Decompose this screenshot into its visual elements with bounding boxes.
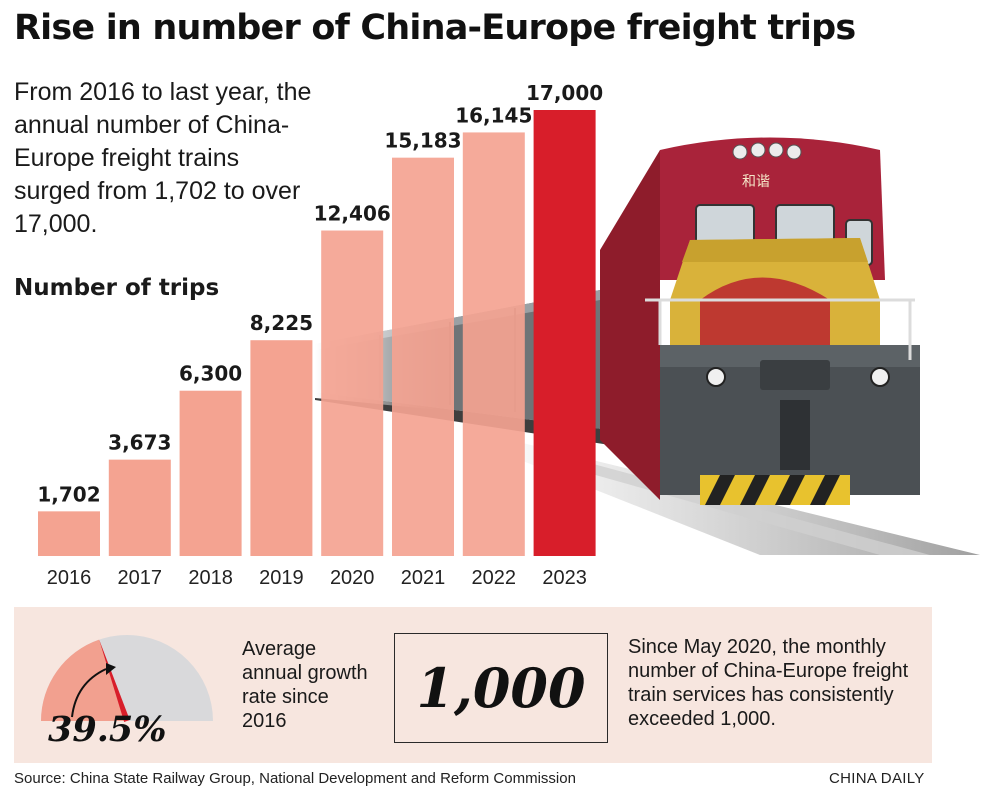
intro-text: From 2016 to last year, the annual numbe… xyxy=(14,78,312,238)
chart-axis-label: Number of trips xyxy=(14,275,220,301)
page-title: Rise in number of China-Europe freight t… xyxy=(14,8,856,48)
tick-label-2020: 2020 xyxy=(330,567,375,589)
tick-label-2021: 2021 xyxy=(401,567,446,589)
bar-2019 xyxy=(250,340,313,556)
bar-2022 xyxy=(462,132,525,556)
value-labels: 1,702 3,673 6,300 8,225 12,406 15,18316,14517… xyxy=(37,81,603,506)
tick-label-2016: 2016 xyxy=(47,567,92,589)
growth-gauge xyxy=(41,635,213,722)
tick-label-2019: 2019 xyxy=(259,567,304,589)
brand-logo: CHINA DAILY xyxy=(829,770,925,787)
value-label-2019: 8,225 xyxy=(250,311,313,335)
hazard-stripes xyxy=(700,475,850,505)
source-note: Source: China State Railway Group, Natio… xyxy=(14,770,576,787)
value-label-2017: 3,673 xyxy=(108,431,171,455)
tick-label-2018: 2018 xyxy=(188,567,233,589)
bar-2023 xyxy=(533,110,596,556)
value-label-2023: 17,000 xyxy=(526,81,603,105)
bar-2018 xyxy=(179,390,242,556)
monthly-value: 1,000 xyxy=(416,656,586,720)
value-label-2021: 15,183 xyxy=(384,129,461,153)
value-label-2016: 1,702 xyxy=(37,482,100,506)
arrow-head-icon xyxy=(106,663,116,675)
cab-emblem: 和谐 xyxy=(742,174,770,190)
bars xyxy=(38,110,596,556)
x-tick-labels: 2016 2017 2018 2019 2020 2021 2022 2023 xyxy=(47,567,587,589)
value-label-2020: 12,406 xyxy=(314,202,391,226)
tick-label-2017: 2017 xyxy=(118,567,163,589)
tick-label-2023: 2023 xyxy=(542,567,587,589)
tick-label-2022: 2022 xyxy=(472,567,517,589)
monthly-note: Since May 2020, the monthly number of Ch… xyxy=(628,636,909,730)
bar-2016 xyxy=(38,511,100,556)
growth-rate-value: 39.5% xyxy=(48,709,167,750)
bar-2021 xyxy=(392,157,454,556)
curved-arrow-icon xyxy=(71,668,107,718)
locomotive-body: 和谐 xyxy=(600,137,920,505)
stats-panel: 39.5% Average annual growth rate since 2… xyxy=(14,607,932,763)
monthly-value-box: 1,000 xyxy=(394,633,608,743)
value-label-2018: 6,300 xyxy=(179,362,242,386)
gauge-needle xyxy=(99,639,130,722)
value-label-2022: 16,145 xyxy=(455,103,532,127)
bar-2017 xyxy=(108,459,171,556)
growth-rate-label: Average annual growth rate since 2016 xyxy=(242,638,368,732)
bar-2020 xyxy=(321,230,384,556)
